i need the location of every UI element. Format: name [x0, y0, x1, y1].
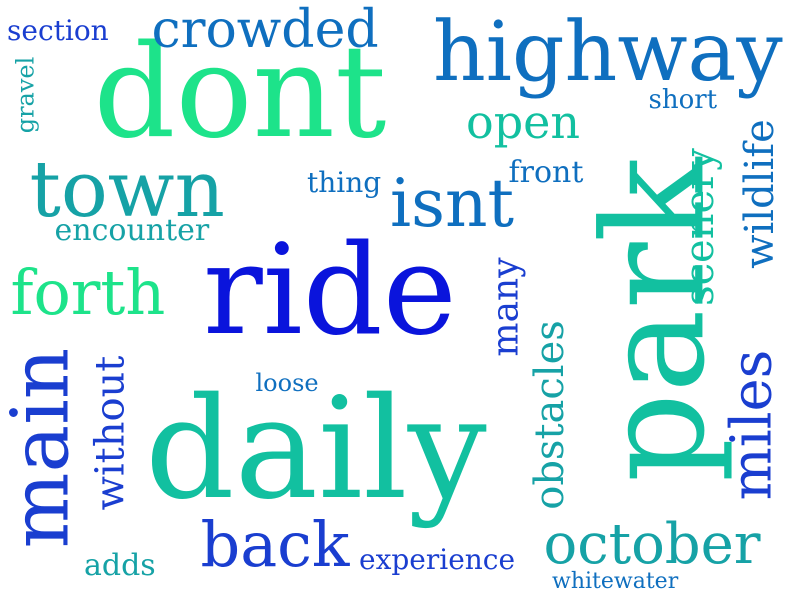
- word-town: town: [29, 145, 225, 235]
- word-scenery: scenery: [676, 148, 723, 306]
- word-front: front: [508, 155, 584, 190]
- word-main: main: [0, 347, 86, 549]
- word-many: many: [485, 257, 527, 357]
- word-back: back: [200, 508, 350, 581]
- word-gravel: gravel: [10, 56, 39, 134]
- word-dont: dont: [93, 18, 387, 167]
- word-isnt: isnt: [390, 165, 515, 242]
- word-highway: highway: [433, 5, 783, 100]
- word-october: october: [543, 512, 761, 577]
- word-loose: loose: [255, 369, 319, 397]
- word-experience: experience: [359, 543, 516, 576]
- word-obstacles: obstacles: [526, 320, 573, 510]
- word-short: short: [648, 85, 718, 115]
- word-without: without: [86, 355, 133, 511]
- word-crowded: crowded: [151, 0, 379, 60]
- word-thing: thing: [307, 166, 382, 199]
- word-adds: adds: [84, 548, 156, 583]
- word-open: open: [466, 95, 580, 149]
- word-daily: daily: [145, 368, 487, 531]
- word-whitewater: whitewater: [552, 569, 679, 594]
- word-forth: forth: [10, 256, 166, 329]
- word-section: section: [7, 14, 109, 47]
- word-wildlife: wildlife: [736, 119, 783, 269]
- word-encounter: encounter: [54, 213, 210, 248]
- word-ride: ride: [203, 217, 457, 363]
- word-miles: miles: [718, 349, 784, 501]
